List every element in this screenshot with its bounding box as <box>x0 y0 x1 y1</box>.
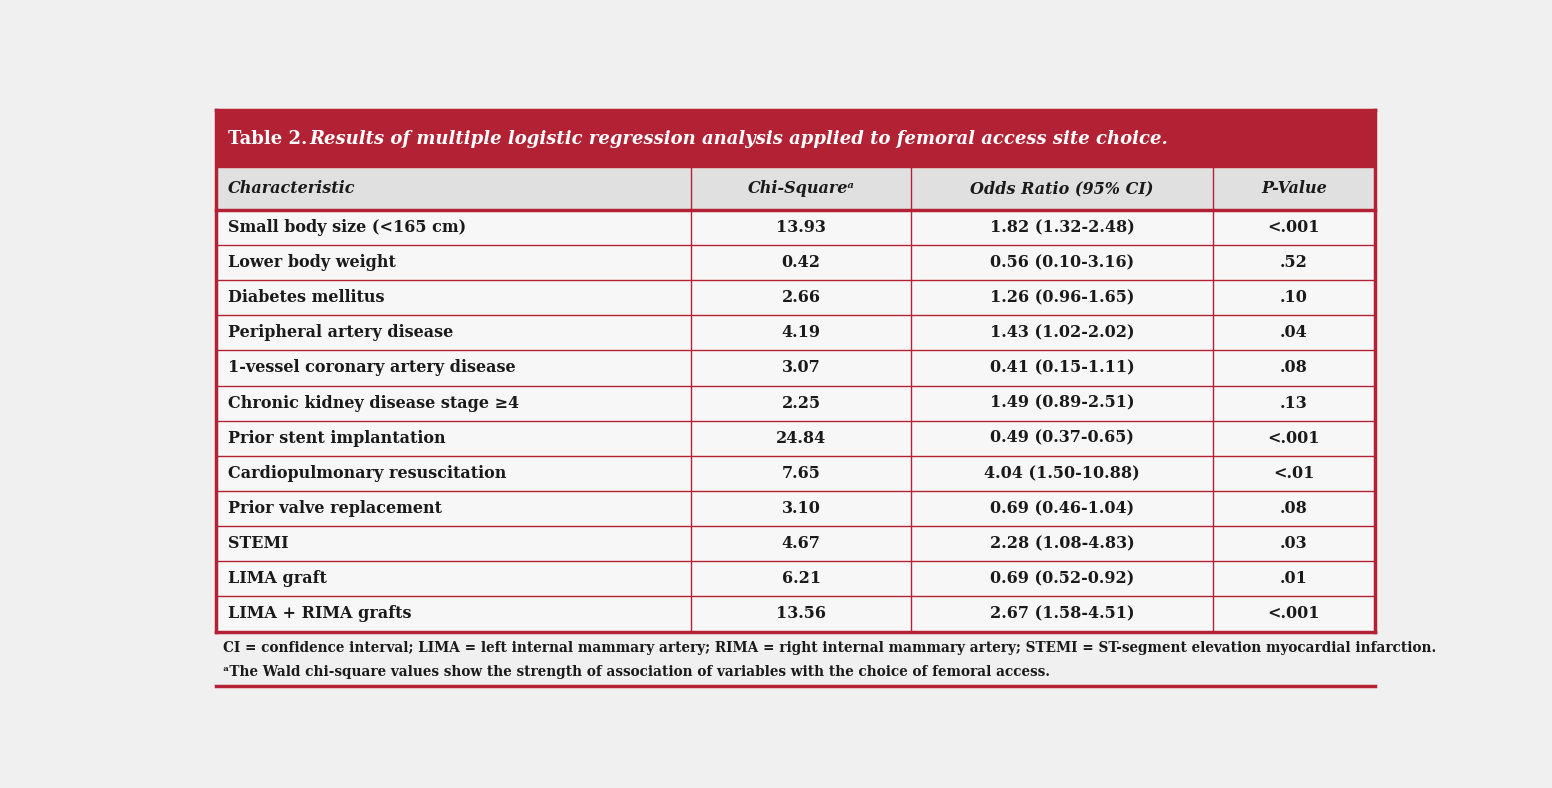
Text: 1.49 (0.89-2.51): 1.49 (0.89-2.51) <box>990 395 1135 411</box>
Text: Cardiopulmonary resuscitation: Cardiopulmonary resuscitation <box>228 465 506 482</box>
Text: Characteristic: Characteristic <box>228 180 355 197</box>
Text: .08: .08 <box>1280 359 1308 377</box>
Text: 7.65: 7.65 <box>782 465 821 482</box>
Bar <box>216 421 1375 455</box>
Text: .10: .10 <box>1280 289 1308 307</box>
Text: 1.26 (0.96-1.65): 1.26 (0.96-1.65) <box>990 289 1135 307</box>
Text: LIMA graft: LIMA graft <box>228 571 326 587</box>
Text: Prior valve replacement: Prior valve replacement <box>228 500 442 517</box>
Text: 1.43 (1.02-2.02): 1.43 (1.02-2.02) <box>990 325 1135 341</box>
Text: 3.10: 3.10 <box>782 500 821 517</box>
Text: <.001: <.001 <box>1268 605 1321 623</box>
Bar <box>216 245 1375 280</box>
Text: 4.19: 4.19 <box>782 325 821 341</box>
Text: .04: .04 <box>1280 325 1308 341</box>
Text: 0.56 (0.10-3.16): 0.56 (0.10-3.16) <box>990 254 1135 271</box>
Text: 2.67 (1.58-4.51): 2.67 (1.58-4.51) <box>990 605 1135 623</box>
Text: Prior stent implantation: Prior stent implantation <box>228 429 445 447</box>
Text: .13: .13 <box>1280 395 1308 411</box>
Text: .52: .52 <box>1280 254 1308 271</box>
Text: 0.42: 0.42 <box>782 254 821 271</box>
Text: .01: .01 <box>1280 571 1308 587</box>
Text: 1-vessel coronary artery disease: 1-vessel coronary artery disease <box>228 359 515 377</box>
Text: 4.04 (1.50-10.88): 4.04 (1.50-10.88) <box>984 465 1139 482</box>
Text: <.01: <.01 <box>1273 465 1315 482</box>
Text: STEMI: STEMI <box>228 535 289 552</box>
Text: 24.84: 24.84 <box>776 429 826 447</box>
Text: 0.69 (0.52-0.92): 0.69 (0.52-0.92) <box>990 571 1135 587</box>
Text: 4.67: 4.67 <box>782 535 821 552</box>
Text: 2.28 (1.08-4.83): 2.28 (1.08-4.83) <box>990 535 1135 552</box>
Text: 2.66: 2.66 <box>782 289 821 307</box>
Text: Lower body weight: Lower body weight <box>228 254 396 271</box>
Text: .03: .03 <box>1280 535 1308 552</box>
Text: .08: .08 <box>1280 500 1308 517</box>
Bar <box>216 455 1375 491</box>
Text: <.001: <.001 <box>1268 219 1321 236</box>
Text: Small body size (<165 cm): Small body size (<165 cm) <box>228 219 466 236</box>
Text: Odds Ratio (95% CI): Odds Ratio (95% CI) <box>970 180 1153 197</box>
Bar <box>216 561 1375 597</box>
Text: Chi-Squareᵃ: Chi-Squareᵃ <box>748 180 855 197</box>
Text: 1.82 (1.32-2.48): 1.82 (1.32-2.48) <box>990 219 1135 236</box>
Text: LIMA + RIMA grafts: LIMA + RIMA grafts <box>228 605 411 623</box>
Bar <box>216 351 1375 385</box>
Bar <box>216 597 1375 631</box>
Text: 0.41 (0.15-1.11): 0.41 (0.15-1.11) <box>990 359 1135 377</box>
Text: CI = confidence interval; LIMA = left internal mammary artery; RIMA = right inte: CI = confidence interval; LIMA = left in… <box>223 641 1436 655</box>
Text: 3.07: 3.07 <box>782 359 821 377</box>
Text: P-Value: P-Value <box>1262 180 1327 197</box>
Text: 0.69 (0.46-1.04): 0.69 (0.46-1.04) <box>990 500 1135 517</box>
Text: Results of multiple logistic regression analysis applied to femoral access site : Results of multiple logistic regression … <box>309 129 1169 147</box>
Text: 2.25: 2.25 <box>782 395 821 411</box>
Text: Table 2.: Table 2. <box>228 129 314 147</box>
Bar <box>216 167 1375 210</box>
Text: Diabetes mellitus: Diabetes mellitus <box>228 289 385 307</box>
Bar <box>216 280 1375 315</box>
Bar <box>216 110 1375 167</box>
Text: 0.49 (0.37-0.65): 0.49 (0.37-0.65) <box>990 429 1135 447</box>
Bar <box>216 491 1375 526</box>
Bar <box>216 385 1375 421</box>
Bar <box>216 210 1375 245</box>
Text: 13.93: 13.93 <box>776 219 826 236</box>
Bar <box>216 315 1375 351</box>
Text: <.001: <.001 <box>1268 429 1321 447</box>
Text: Peripheral artery disease: Peripheral artery disease <box>228 325 453 341</box>
Text: ᵃThe Wald chi-square values show the strength of association of variables with t: ᵃThe Wald chi-square values show the str… <box>223 665 1049 679</box>
Text: 6.21: 6.21 <box>782 571 821 587</box>
Text: Chronic kidney disease stage ≥4: Chronic kidney disease stage ≥4 <box>228 395 518 411</box>
Bar <box>216 526 1375 561</box>
Text: 13.56: 13.56 <box>776 605 826 623</box>
